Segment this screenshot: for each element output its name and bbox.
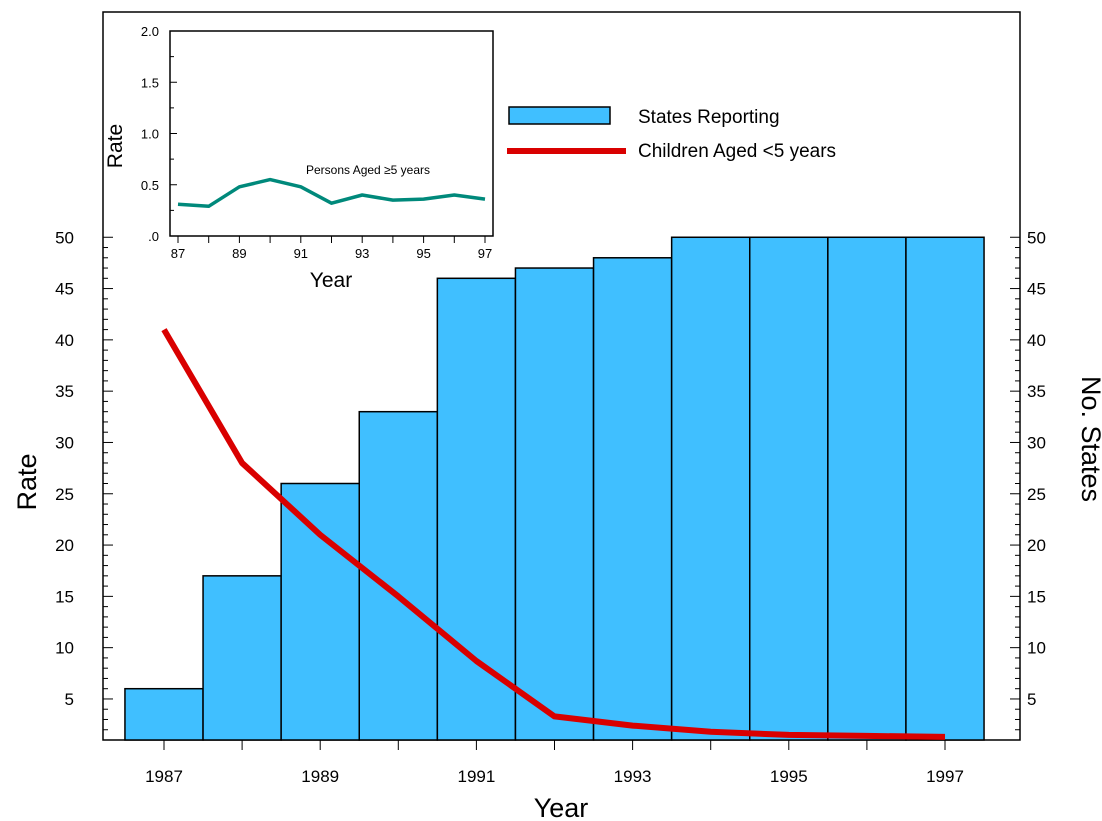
y-tick-label-right: 10 bbox=[1027, 639, 1046, 658]
bar-1994 bbox=[672, 237, 750, 740]
inset-x-tick-label: 89 bbox=[232, 246, 246, 261]
inset-y-tick-label: 1.5 bbox=[141, 75, 159, 90]
bar-1997 bbox=[906, 237, 984, 740]
inset-x-tick-label: 87 bbox=[171, 246, 185, 261]
y-tick-label-left: 25 bbox=[55, 485, 74, 504]
x-axis-title: Year bbox=[534, 793, 589, 821]
inset-y-tick-label: 2.0 bbox=[141, 24, 159, 39]
y-tick-label-left: 40 bbox=[55, 331, 74, 350]
x-tick-label: 1993 bbox=[614, 767, 652, 786]
inset-y-tick-label: .0 bbox=[148, 229, 159, 244]
y-tick-label-left: 20 bbox=[55, 536, 74, 555]
y-tick-label-left: 15 bbox=[55, 587, 74, 606]
inset-x-tick-label: 97 bbox=[478, 246, 492, 261]
y-tick-label-right: 20 bbox=[1027, 536, 1046, 555]
x-tick-label: 1989 bbox=[301, 767, 339, 786]
bar-1987 bbox=[125, 689, 203, 740]
bar-1989 bbox=[281, 484, 359, 741]
legend-label-states: States Reporting bbox=[638, 107, 780, 128]
bar-1996 bbox=[828, 237, 906, 740]
y-tick-label-right: 35 bbox=[1027, 382, 1046, 401]
y-tick-label-right: 5 bbox=[1027, 690, 1036, 709]
x-tick-label: 1997 bbox=[926, 767, 964, 786]
inset-x-tick-label: 95 bbox=[416, 246, 430, 261]
y-tick-label-left: 30 bbox=[55, 433, 74, 452]
inset-y-axis-title: Rate bbox=[104, 124, 127, 168]
bar-1992 bbox=[515, 268, 593, 740]
x-tick-label: 1987 bbox=[145, 767, 183, 786]
inset-y-tick-label: 0.5 bbox=[141, 178, 159, 193]
y-tick-label-right: 40 bbox=[1027, 331, 1046, 350]
inset-x-tick-label: 93 bbox=[355, 246, 369, 261]
y-tick-label-right: 15 bbox=[1027, 587, 1046, 606]
y-tick-label-left: 10 bbox=[55, 639, 74, 658]
inset-chart: .0 0.5 1.0 1.5 2.0 87 89 91 93 95 97 Year Rate Person… bbox=[104, 24, 493, 292]
inset-y-tick-label: 1.0 bbox=[141, 127, 159, 142]
bar-1993 bbox=[594, 258, 672, 740]
inset-annotation: Persons Aged ≥5 years bbox=[306, 163, 430, 177]
bar-1988 bbox=[203, 576, 281, 740]
bar-1995 bbox=[750, 237, 828, 740]
bar-1991 bbox=[437, 278, 515, 740]
legend: States Reporting Children Aged <5 years bbox=[507, 107, 836, 162]
y-tick-label-left: 45 bbox=[55, 280, 74, 299]
x-tick-label: 1991 bbox=[457, 767, 495, 786]
y-tick-label-right: 25 bbox=[1027, 485, 1046, 504]
legend-label-children: Children Aged <5 years bbox=[638, 141, 836, 162]
inset-x-axis-title: Year bbox=[310, 269, 352, 292]
inset-frame bbox=[170, 31, 493, 236]
y-tick-label-right: 30 bbox=[1027, 433, 1046, 452]
y-tick-label-left: 5 bbox=[65, 690, 74, 709]
y-tick-label-right: 45 bbox=[1027, 280, 1046, 299]
y-axis-title-right: No. States bbox=[1076, 376, 1102, 502]
y-axis-title-left: Rate bbox=[12, 453, 42, 510]
legend-swatch-states bbox=[509, 107, 610, 124]
inset-x-tick-label: 91 bbox=[294, 246, 308, 261]
y-tick-label-left: 35 bbox=[55, 382, 74, 401]
y-tick-label-left: 50 bbox=[55, 228, 74, 247]
y-tick-label-right: 50 bbox=[1027, 228, 1046, 247]
x-tick-label: 1995 bbox=[770, 767, 808, 786]
